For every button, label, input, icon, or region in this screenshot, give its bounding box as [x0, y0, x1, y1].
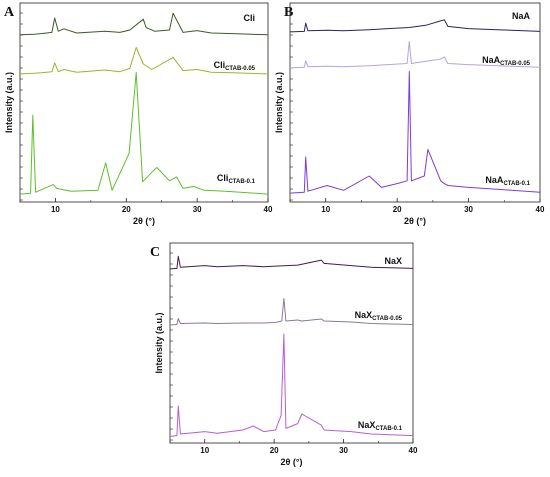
x-tick-label: 20 — [122, 205, 131, 214]
panel-letter: C — [150, 245, 160, 260]
series-label: NaA — [512, 11, 531, 21]
series-label: NaACTAB-0.05 — [482, 55, 531, 67]
x-axis-label: 2θ (°) — [404, 216, 426, 226]
series-label: Cli — [243, 13, 255, 23]
y-axis-label: Intensity (a.u.) — [4, 72, 14, 133]
x-tick-label: 20 — [270, 446, 279, 455]
x-tick-label: 40 — [264, 205, 273, 214]
plot-frame — [289, 2, 541, 203]
series-line — [289, 41, 541, 69]
x-tick-label: 10 — [200, 446, 209, 455]
series-line — [19, 47, 269, 75]
series-label: NaX — [384, 256, 402, 266]
panel-letter: A — [4, 5, 15, 20]
x-tick-label: 40 — [409, 446, 418, 455]
plot-frame — [169, 242, 414, 444]
series-line — [169, 255, 414, 270]
series-line — [169, 298, 414, 326]
y-axis-label: Intensity (a.u.) — [274, 72, 284, 133]
series-line — [169, 333, 414, 437]
x-tick-label: 30 — [339, 446, 348, 455]
series-line — [289, 71, 541, 194]
y-axis-label: Intensity (a.u.) — [154, 312, 164, 373]
series-line — [19, 12, 269, 36]
panel-c: C 10 20 30 40 2θ (°) Intensity (a.u.) NaX NaXCTA… — [150, 242, 418, 467]
series-label: NaXCTAB-0.05 — [355, 310, 403, 322]
plot-frame — [19, 2, 269, 203]
series-line — [289, 19, 541, 33]
panel-b: B 10 20 30 40 2θ (°) Intensity (a.u.) NaA NaACTA… — [274, 2, 545, 226]
x-axis-label: 2θ (°) — [281, 457, 303, 467]
series-label: CliCTAB-0.05 — [214, 60, 256, 72]
x-tick-label: 20 — [393, 205, 402, 214]
x-tick-label: 10 — [321, 205, 330, 214]
x-tick-label: 10 — [51, 205, 60, 214]
series-line — [19, 72, 269, 195]
x-tick-label: 30 — [464, 205, 473, 214]
series-label: NaACTAB-0.1 — [485, 175, 530, 187]
x-tick-label: 30 — [193, 205, 202, 214]
panel-letter: B — [284, 5, 293, 20]
panel-a: A 10 20 30 40 2θ (°) Intensity (a.u.) Cli CliCTA… — [4, 2, 273, 226]
x-axis-label: 2θ (°) — [133, 216, 155, 226]
series-label: CliCTAB-0.1 — [217, 173, 256, 185]
x-tick-label: 40 — [536, 205, 545, 214]
series-label: NaXCTAB-0.1 — [358, 420, 403, 432]
